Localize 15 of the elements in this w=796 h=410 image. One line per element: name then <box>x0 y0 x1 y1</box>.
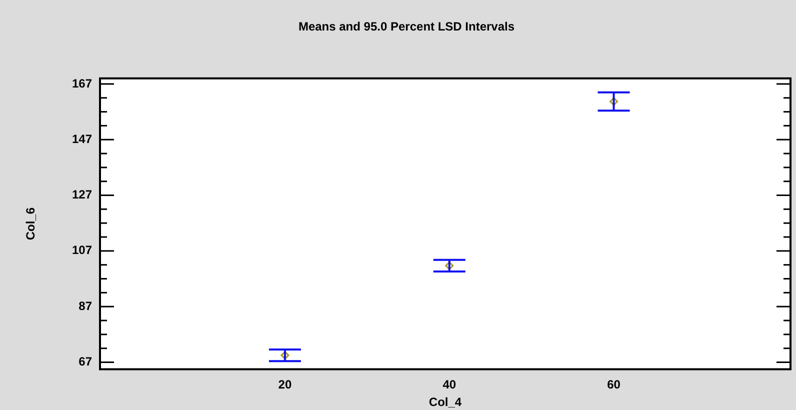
y-tick-label: 107 <box>72 243 92 258</box>
y-tick-label: 147 <box>72 132 92 146</box>
chart-title: Means and 95.0 Percent LSD Intervals <box>298 20 515 34</box>
y-tick-label: 167 <box>72 76 92 90</box>
point <box>280 351 290 360</box>
x-tick-label: 20 <box>278 378 292 392</box>
x-tick-label: 40 <box>442 378 456 392</box>
x-tick-label: 60 <box>607 378 621 392</box>
y-tick-label: 67 <box>78 354 92 369</box>
y-tick-label: 127 <box>72 188 92 202</box>
x-axis-title: Col_4 <box>428 395 462 410</box>
point <box>445 261 454 270</box>
y-axis-title: Col_6 <box>24 207 38 240</box>
y-tick-label: 87 <box>78 298 92 313</box>
point <box>610 97 618 106</box>
